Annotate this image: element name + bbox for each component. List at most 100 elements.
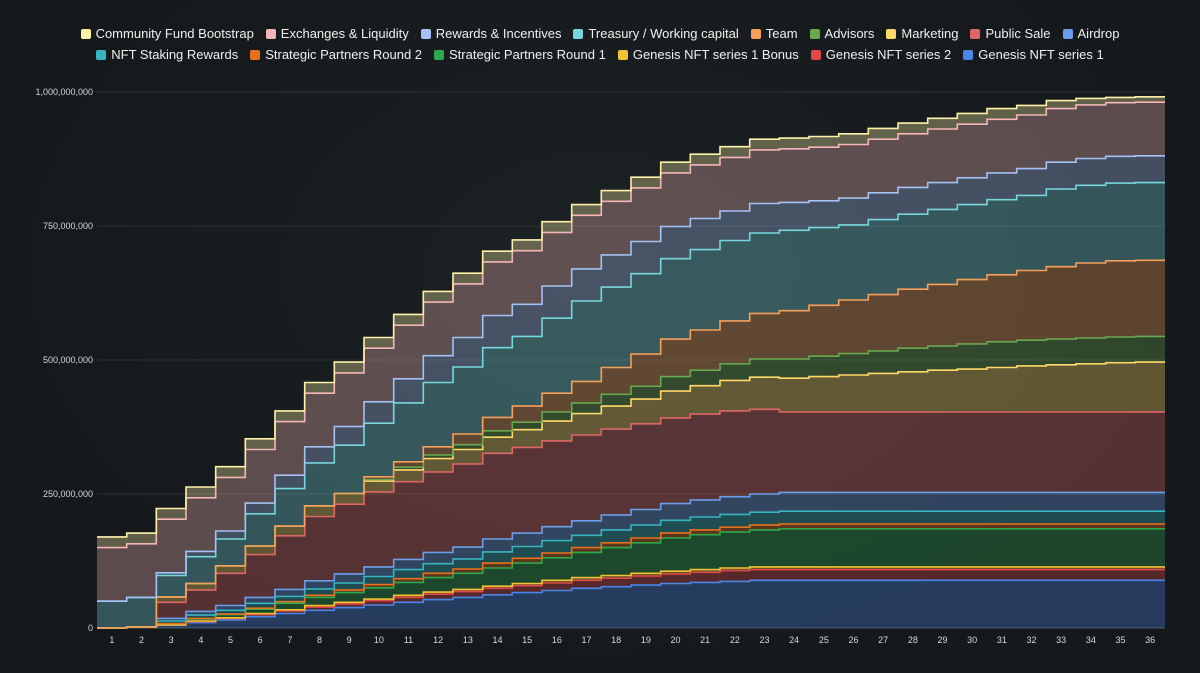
legend-item-public-sale[interactable]: Public Sale: [970, 26, 1051, 41]
x-axis: 1 2 3 4 5 6 7 8 9 10 11 12 13 14 15 16 17 18 19 20 21 22 23 24 2…: [109, 635, 1155, 645]
x-tick-label: 13: [463, 635, 473, 645]
x-tick-label: 29: [937, 635, 947, 645]
legend-item-exchanges-liquidity[interactable]: Exchanges & Liquidity: [265, 26, 409, 41]
legend-label: Genesis NFT series 2: [825, 47, 952, 62]
legend-label: Marketing: [901, 26, 959, 41]
y-tick-label: 250,000,000: [43, 489, 93, 499]
legend-label: Team: [765, 26, 798, 41]
legend-row: NFT Staking Rewards Strategic Partners Ro…: [96, 47, 1104, 62]
x-tick-label: 22: [730, 635, 740, 645]
x-tick-label: 25: [819, 635, 829, 645]
legend-swatch: [750, 28, 761, 39]
legend-label: Genesis NFT series 1 Bonus: [632, 47, 799, 62]
x-tick-label: 10: [374, 635, 384, 645]
legend-label: NFT Staking Rewards: [111, 47, 239, 62]
legend-label: Strategic Partners Round 2: [265, 47, 423, 62]
legend-swatch: [1062, 28, 1073, 39]
x-tick-label: 34: [1086, 635, 1096, 645]
legend-swatch: [434, 49, 445, 60]
x-tick-label: 35: [1115, 635, 1125, 645]
line-rewards-incentives: [97, 155, 1165, 603]
x-tick-label: 21: [700, 635, 710, 645]
x-tick-label: 7: [287, 635, 292, 645]
legend-label: Community Fund Bootstrap: [95, 26, 254, 41]
area-marketing: [97, 362, 1165, 628]
x-tick-label: 12: [433, 635, 443, 645]
x-tick-label: 15: [522, 635, 532, 645]
x-tick-label: 4: [198, 635, 203, 645]
legend-item-airdrop[interactable]: Airdrop: [1062, 26, 1120, 41]
area-team: [97, 260, 1165, 628]
x-tick-label: 28: [908, 635, 918, 645]
legend-swatch: [265, 28, 276, 39]
x-tick-label: 30: [967, 635, 977, 645]
legend-swatch: [617, 49, 628, 60]
x-tick-label: 17: [581, 635, 591, 645]
x-tick-label: 33: [1056, 635, 1066, 645]
area-strategic-partners-round-1: [97, 528, 1165, 628]
legend-item-rewards-incentives[interactable]: Rewards & Incentives: [420, 26, 562, 41]
legend-swatch: [809, 28, 820, 39]
legend-item-treasury-working-capital[interactable]: Treasury / Working capital: [573, 26, 739, 41]
x-tick-label: 3: [169, 635, 174, 645]
legend-item-genesis-nft-series-2[interactable]: Genesis NFT series 2: [810, 47, 952, 62]
legend-swatch: [80, 28, 91, 39]
legend-label: Advisors: [824, 26, 875, 41]
legend-item-nft-staking-rewards[interactable]: NFT Staking Rewards: [96, 47, 238, 62]
legend-swatch: [96, 49, 107, 60]
legend-row: Community Fund Bootstrap Exchanges & Liqu…: [80, 26, 1120, 41]
x-tick-label: 6: [258, 635, 263, 645]
x-tick-label: 26: [848, 635, 858, 645]
line-community-fund-bootstrap: [97, 96, 1165, 538]
legend-swatch: [886, 28, 897, 39]
legend-label: Rewards & Incentives: [435, 26, 562, 41]
x-tick-label: 31: [997, 635, 1007, 645]
legend-swatch: [420, 28, 431, 39]
x-tick-label: 36: [1145, 635, 1155, 645]
x-tick-label: 14: [492, 635, 502, 645]
legend-label: Public Sale: [985, 26, 1051, 41]
y-axis: 0 250,000,000 500,000,000 750,000,000 1,000,…: [35, 87, 93, 633]
line-team: [97, 259, 1165, 629]
line-airdrop: [97, 491, 1165, 629]
series-lines: [97, 96, 1165, 629]
legend-item-advisors[interactable]: Advisors: [809, 26, 875, 41]
legend-swatch: [573, 28, 584, 39]
legend-swatch: [970, 28, 981, 39]
legend-label: Treasury / Working capital: [588, 26, 739, 41]
legend-item-marketing[interactable]: Marketing: [886, 26, 958, 41]
legend-label: Genesis NFT series 1: [978, 47, 1104, 62]
x-tick-label: 1: [109, 635, 114, 645]
legend-item-genesis-nft-series-1[interactable]: Genesis NFT series 1: [963, 47, 1104, 62]
legend-item-strategic-partners-round-1[interactable]: Strategic Partners Round 1: [434, 47, 606, 62]
x-tick-label: 18: [611, 635, 621, 645]
y-tick-label: 1,000,000,000: [35, 87, 93, 97]
x-tick-label: 32: [1026, 635, 1036, 645]
x-tick-label: 8: [317, 635, 322, 645]
legend-item-strategic-partners-round-2[interactable]: Strategic Partners Round 2: [250, 47, 422, 62]
x-tick-label: 5: [228, 635, 233, 645]
legend-label: Strategic Partners Round 1: [449, 47, 606, 62]
x-tick-label: 9: [347, 635, 352, 645]
chart-legend: Community Fund Bootstrap Exchanges & Liqu…: [40, 26, 1160, 62]
y-tick-label: 500,000,000: [43, 355, 93, 365]
legend-swatch: [963, 49, 974, 60]
legend-item-team[interactable]: Team: [750, 26, 798, 41]
legend-label: Exchanges & Liquidity: [280, 26, 409, 41]
area-genesis-nft-series-1: [97, 580, 1165, 628]
x-tick-label: 27: [878, 635, 888, 645]
x-tick-label: 19: [641, 635, 651, 645]
y-tick-label: 0: [88, 623, 93, 633]
legend-swatch: [810, 49, 821, 60]
y-tick-label: 750,000,000: [43, 221, 93, 231]
x-tick-label: 16: [552, 635, 562, 645]
legend-label: Airdrop: [1077, 26, 1120, 41]
x-tick-label: 20: [670, 635, 680, 645]
legend-item-community-fund-bootstrap[interactable]: Community Fund Bootstrap: [80, 26, 254, 41]
legend-swatch: [250, 49, 261, 60]
x-tick-label: 24: [789, 635, 799, 645]
x-tick-label: 23: [759, 635, 769, 645]
legend-item-genesis-nft-series-1-bonus[interactable]: Genesis NFT series 1 Bonus: [617, 47, 799, 62]
x-tick-label: 11: [404, 635, 413, 645]
